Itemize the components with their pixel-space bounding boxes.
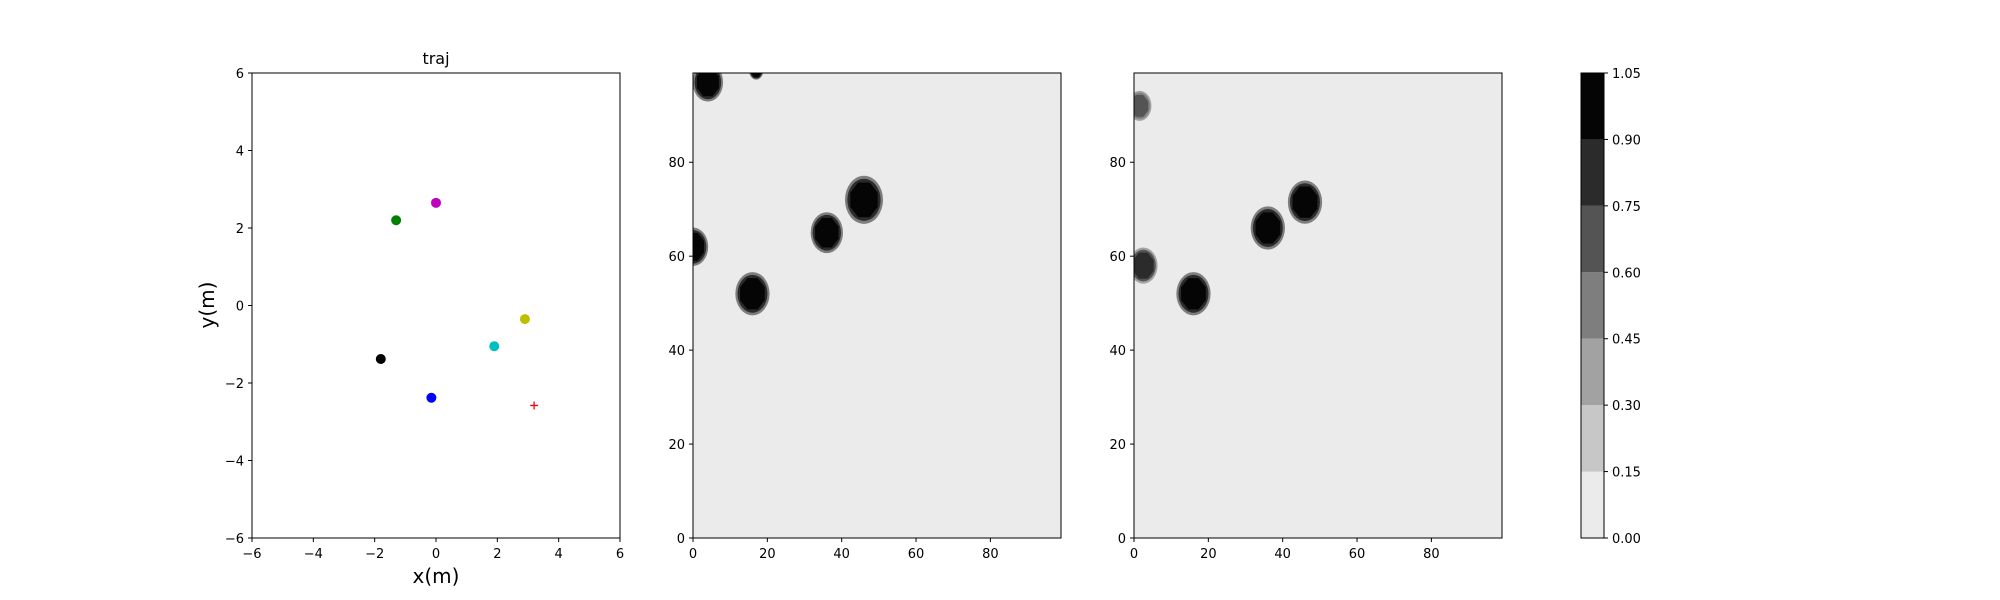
map-panel-2: 0 20 40 60 80 0 20 40 60 80: [1109, 72, 1503, 562]
agent-point: [375, 353, 386, 364]
map-2-ytick-label: 60: [1109, 250, 1126, 265]
trajectory-panel: traj −6 −4 −2 0 2 4 6 −6 −4 −2 0 2 4 6 x(m) y(m): [195, 49, 624, 588]
colorbar-band: [1581, 73, 1604, 140]
map-1-ytick-label: 0: [677, 532, 685, 547]
colorbar-bands: [1581, 73, 1604, 538]
map-1-frame: [692, 72, 1062, 539]
colorbar-tick-label: 0.75: [1612, 200, 1641, 215]
map-1-xtick-label: 80: [982, 547, 999, 562]
trajectory-ytick-label: 0: [236, 300, 244, 315]
trajectory-ticks: −6 −4 −2 0 2 4 6 −6 −4 −2 0 2 4 6: [225, 67, 624, 562]
trajectory-ytick-label: 2: [236, 222, 244, 237]
colorbar-tick-label: 0.45: [1612, 333, 1641, 348]
agent-point: [489, 341, 500, 352]
trajectory-xtick-label: 4: [555, 547, 563, 562]
colorbar-tick-label: 0.90: [1612, 133, 1641, 148]
y-axis-label: y(m): [195, 282, 219, 329]
x-axis-label: x(m): [413, 564, 460, 588]
trajectory-ytick-label: 6: [236, 67, 244, 82]
colorbar-band: [1581, 139, 1604, 206]
map-panel-1: 0 20 40 60 80 0 20 40 60 80: [668, 72, 1062, 562]
map-2-xtick-label: 20: [1200, 547, 1217, 562]
map-2-xtick-label: 0: [1130, 547, 1138, 562]
trajectory-ytick-label: −2: [225, 377, 244, 392]
map-1-ytick-label: 40: [668, 344, 685, 359]
map-1-obstacle: [749, 73, 764, 80]
colorbar-tick-label: 0.00: [1612, 532, 1641, 547]
map-2-image: [1134, 73, 1502, 538]
map-1-obstacle: [810, 212, 843, 254]
colorbar-tick-label: 0.60: [1612, 266, 1641, 281]
map-2-ticks: 0 20 40 60 80 0 20 40 60 80: [1109, 156, 1439, 562]
map-1-xtick-label: 0: [689, 547, 697, 562]
trajectory-xtick-label: −2: [365, 547, 384, 562]
colorbar-band: [1581, 338, 1604, 406]
colorbar-tick-label: 0.15: [1612, 466, 1641, 481]
map-1-image: [693, 73, 1061, 538]
colorbar-ticks: 0.00 0.15 0.30 0.45 0.60 0.75 0.90 1.05: [1604, 67, 1641, 547]
map-1-obstacle: [693, 227, 709, 267]
agent-point: [426, 392, 437, 403]
colorbar-band: [1581, 272, 1604, 339]
trajectory-xtick-label: −4: [304, 547, 323, 562]
map-2-ytick-label: 0: [1118, 532, 1126, 547]
agent-point: [391, 215, 402, 226]
map-1-ticks: 0 20 40 60 80 0 20 40 60 80: [668, 156, 998, 562]
map-1-ytick-label: 80: [668, 156, 685, 171]
map-1-obstacle: [735, 272, 770, 316]
map-1-xtick-label: 60: [908, 547, 925, 562]
map-2-obstacle: [1176, 272, 1211, 316]
agent-point: [519, 314, 530, 325]
map-2-obstacle: [1134, 90, 1152, 121]
map-1-obstacle: [693, 73, 724, 102]
trajectory-xtick-label: 0: [432, 547, 440, 562]
colorbar-band: [1581, 471, 1604, 538]
trajectory-xtick-label: 2: [493, 547, 501, 562]
map-2-xtick-label: 80: [1423, 547, 1440, 562]
trajectory-xtick-label: 6: [616, 547, 624, 562]
trajectory-ytick-label: 4: [236, 145, 244, 160]
trajectory-ytick-label: −4: [225, 455, 244, 470]
map-2-xtick-label: 60: [1349, 547, 1366, 562]
map-2-obstacle: [1287, 180, 1323, 224]
colorbar-tick-label: 0.30: [1612, 399, 1641, 414]
map-2-obstacle: [1134, 247, 1158, 284]
map-2-ytick-label: 40: [1109, 344, 1126, 359]
agent-point: [431, 197, 441, 208]
map-1-obstacle: [844, 175, 884, 224]
goal-marker: [530, 401, 539, 410]
map-1-xtick-label: 40: [833, 547, 850, 562]
colorbar-band: [1581, 205, 1604, 273]
map-2-ytick-label: 80: [1109, 156, 1126, 171]
trajectory-frame: [251, 72, 621, 539]
colorbar-tick-label: 1.05: [1612, 67, 1641, 82]
map-1-xtick-label: 20: [759, 547, 776, 562]
colorbar-band: [1581, 405, 1604, 472]
map-2-obstacle: [1250, 206, 1285, 250]
map-2-ytick-label: 20: [1109, 438, 1126, 453]
map-1-ytick-label: 60: [668, 250, 685, 265]
trajectory-points: [375, 197, 539, 410]
trajectory-xtick-label: −6: [242, 547, 261, 562]
trajectory-ytick-label: −6: [225, 532, 244, 547]
colorbar-frame: [1580, 72, 1605, 539]
colorbar: 0.00 0.15 0.30 0.45 0.60 0.75 0.90 1.05: [1580, 67, 1641, 547]
trajectory-title: traj: [422, 49, 449, 68]
map-1-ytick-label: 20: [668, 438, 685, 453]
map-2-xtick-label: 40: [1274, 547, 1291, 562]
map-2-frame: [1133, 72, 1503, 539]
